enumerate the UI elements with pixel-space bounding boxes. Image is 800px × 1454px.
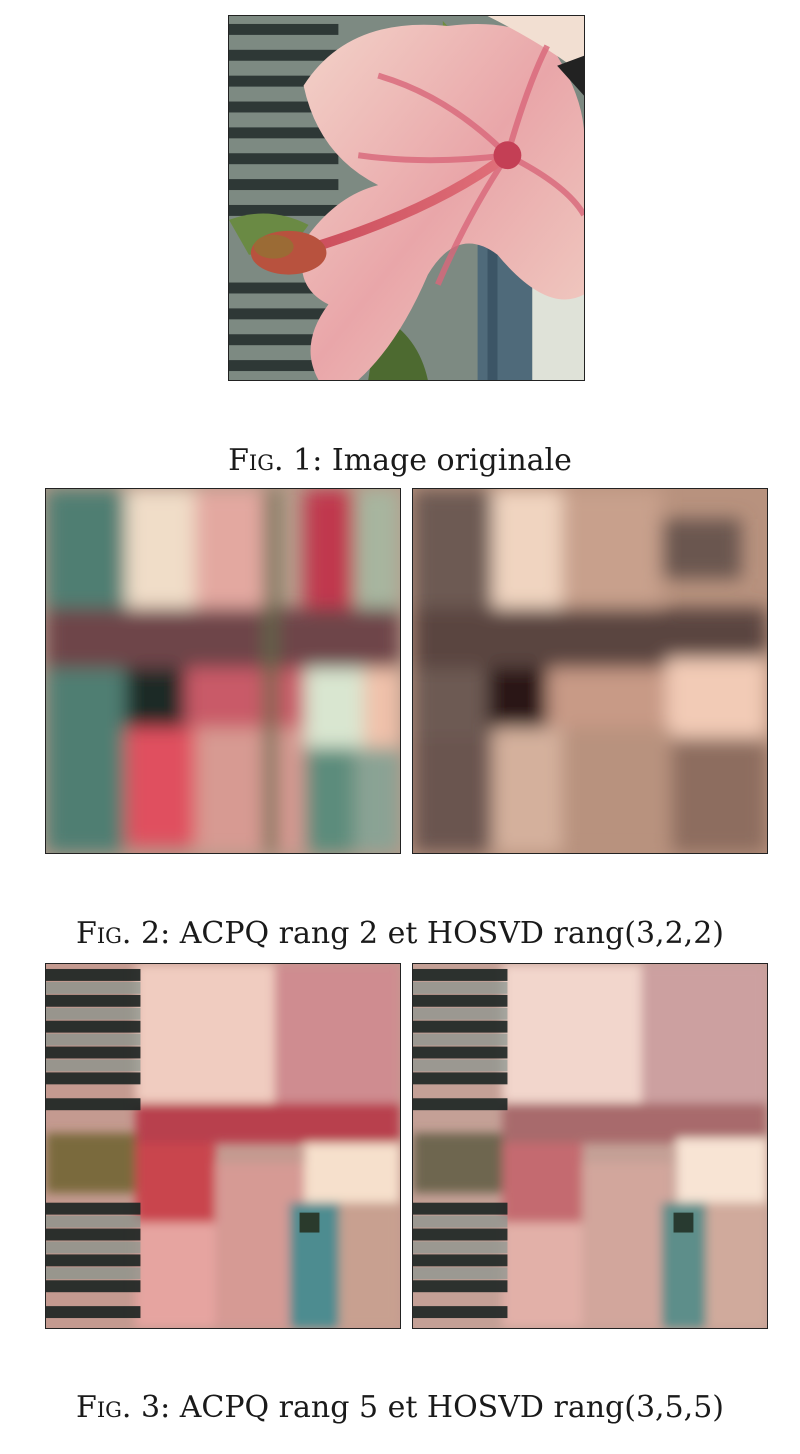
original-image <box>228 15 585 381</box>
acpq-rank5-image <box>45 963 401 1329</box>
figure-3-caption: Fig. 3: ACPQ rang 5 et HOSVD rang(3,5,5) <box>76 1390 724 1425</box>
figure-label: Fig. <box>228 443 284 478</box>
hosvd-355-image <box>412 963 768 1329</box>
figure-number: 2 <box>140 916 161 951</box>
figure-label: Fig. <box>76 916 132 951</box>
figure-caption-text: ACPQ rang 2 et HOSVD rang(3,2,2) <box>179 916 724 951</box>
acpq-rank2-image <box>45 488 401 854</box>
figure-number: 3 <box>140 1390 161 1425</box>
figure-caption-text: ACPQ rang 5 et HOSVD rang(3,5,5) <box>179 1390 724 1425</box>
hosvd-322-image <box>412 488 768 854</box>
figure-caption-text: Image originale <box>331 443 572 478</box>
figure-1-caption: Fig. 1: Image originale <box>228 443 572 478</box>
figure-number: 1 <box>293 443 313 478</box>
figure-label: Fig. <box>76 1390 132 1425</box>
figure-2-caption: Fig. 2: ACPQ rang 2 et HOSVD rang(3,2,2) <box>76 916 724 951</box>
